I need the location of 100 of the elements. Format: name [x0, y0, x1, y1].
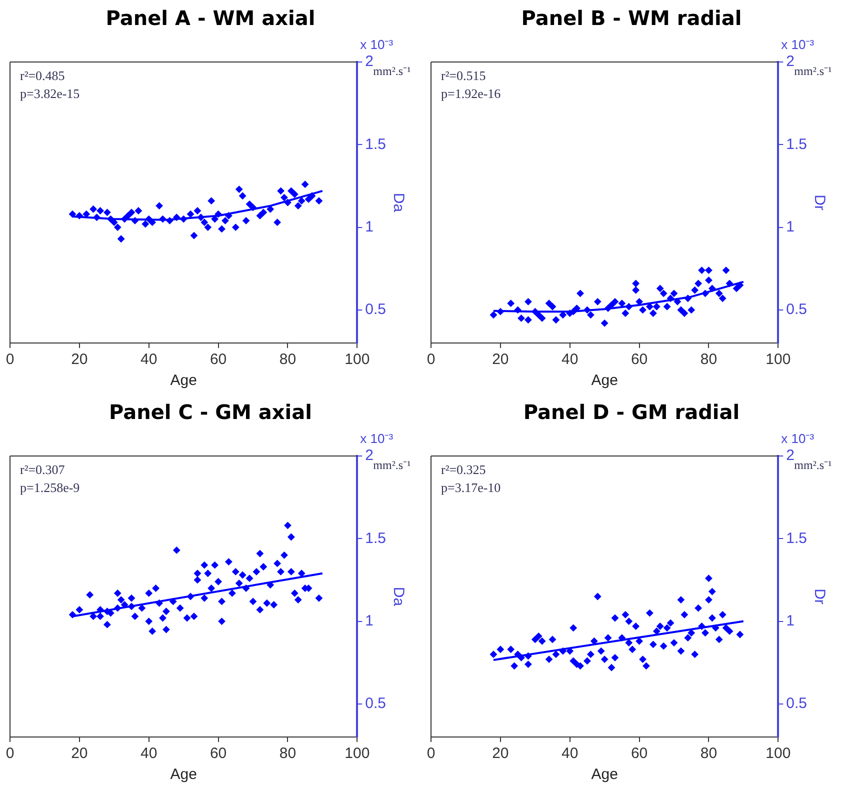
x-tick-label: 80: [279, 745, 296, 762]
x-tick-label: 20: [492, 351, 509, 368]
y-tick-label: 1.5: [786, 530, 808, 547]
point: [660, 290, 668, 297]
chart-title: Panel B - WM radial: [521, 6, 742, 30]
text: x 10⁻³: [781, 37, 815, 52]
point: [680, 310, 688, 317]
x-tick-label: 100: [766, 351, 791, 368]
point: [225, 212, 232, 220]
point: [145, 216, 152, 223]
y-tick-label: 0.5: [365, 301, 386, 318]
annotation: p=3.82e-15: [20, 86, 80, 101]
point: [622, 310, 629, 317]
point: [277, 187, 284, 194]
point: [705, 276, 712, 284]
point: [719, 294, 726, 302]
point: [232, 224, 240, 231]
y-tick-label: 1: [786, 218, 794, 236]
y-tick-label: 1: [786, 612, 794, 630]
point: [260, 208, 267, 216]
y-tick-label: 1.5: [365, 530, 386, 547]
point: [639, 306, 646, 314]
point: [280, 194, 288, 202]
point: [646, 303, 654, 310]
point: [256, 212, 264, 220]
x-tick-label: 60: [210, 745, 227, 762]
y-tick-label: 2: [365, 53, 374, 70]
point: [315, 197, 322, 204]
x-tick-label: 20: [492, 745, 509, 762]
x-tick-label: 40: [140, 351, 158, 368]
point: [507, 300, 514, 307]
point: [246, 200, 254, 208]
x-tick-label: 80: [700, 351, 718, 368]
point: [611, 298, 618, 306]
x-tick-label: 80: [700, 745, 718, 762]
point: [104, 208, 111, 216]
point: [180, 216, 188, 223]
point: [698, 266, 706, 274]
chart-title: Panel D - GM radial: [523, 400, 740, 424]
point: [208, 197, 215, 204]
point: [705, 266, 712, 274]
point: [134, 207, 142, 214]
y-axis-title: Da: [390, 586, 407, 607]
point: [131, 217, 138, 224]
point: [736, 282, 744, 289]
point: [490, 311, 497, 318]
annotation: r²=0.307: [20, 462, 66, 477]
point: [204, 224, 212, 231]
x-tick-label: 0: [6, 745, 14, 762]
x-tick-label: 100: [344, 745, 370, 762]
point: [187, 210, 194, 218]
annotation: r²=0.485: [20, 68, 65, 83]
point: [670, 290, 678, 297]
point: [524, 298, 532, 306]
point: [90, 206, 97, 213]
point: [236, 186, 243, 193]
point: [636, 298, 643, 306]
point: [148, 218, 156, 226]
point: [601, 320, 608, 327]
point: [118, 235, 125, 242]
x-axis-title: Age: [170, 372, 197, 390]
text: x 10⁻³: [360, 431, 394, 446]
point: [684, 294, 692, 302]
point: [546, 300, 553, 307]
point: [618, 300, 626, 307]
point: [708, 284, 716, 292]
point: [142, 220, 149, 228]
point: [197, 214, 204, 221]
x-tick-label: 100: [344, 351, 370, 368]
point: [549, 303, 556, 310]
y-tick-label: 0.5: [365, 695, 386, 712]
y-tick-label: 0.5: [786, 695, 808, 712]
text: x 10⁻³: [781, 431, 815, 446]
x-axis-title: Age: [591, 372, 618, 390]
text: mm².s⁻¹: [794, 64, 832, 78]
x-tick-label: 0: [426, 745, 436, 762]
point: [532, 308, 539, 316]
point: [664, 303, 671, 310]
x-tick-label: 0: [426, 351, 436, 368]
point: [604, 304, 612, 312]
point: [496, 308, 504, 316]
point: [166, 217, 174, 224]
x-tick-label: 60: [630, 351, 648, 368]
point: [291, 190, 298, 198]
point: [274, 218, 281, 226]
y-tick-label: 0.5: [786, 301, 808, 318]
text: mm².s⁻¹: [373, 64, 412, 78]
point: [625, 303, 632, 310]
point: [632, 280, 640, 287]
point: [298, 197, 306, 204]
point: [222, 217, 229, 224]
point: [302, 180, 309, 188]
text: mm².s⁻¹: [373, 458, 412, 472]
annotation: p=3.17e-10: [441, 480, 501, 495]
point: [691, 286, 698, 294]
point: [110, 218, 118, 226]
point: [518, 314, 525, 322]
point: [608, 301, 616, 308]
y-tick-label: 2: [365, 447, 374, 464]
x-tick-label: 80: [279, 351, 296, 368]
